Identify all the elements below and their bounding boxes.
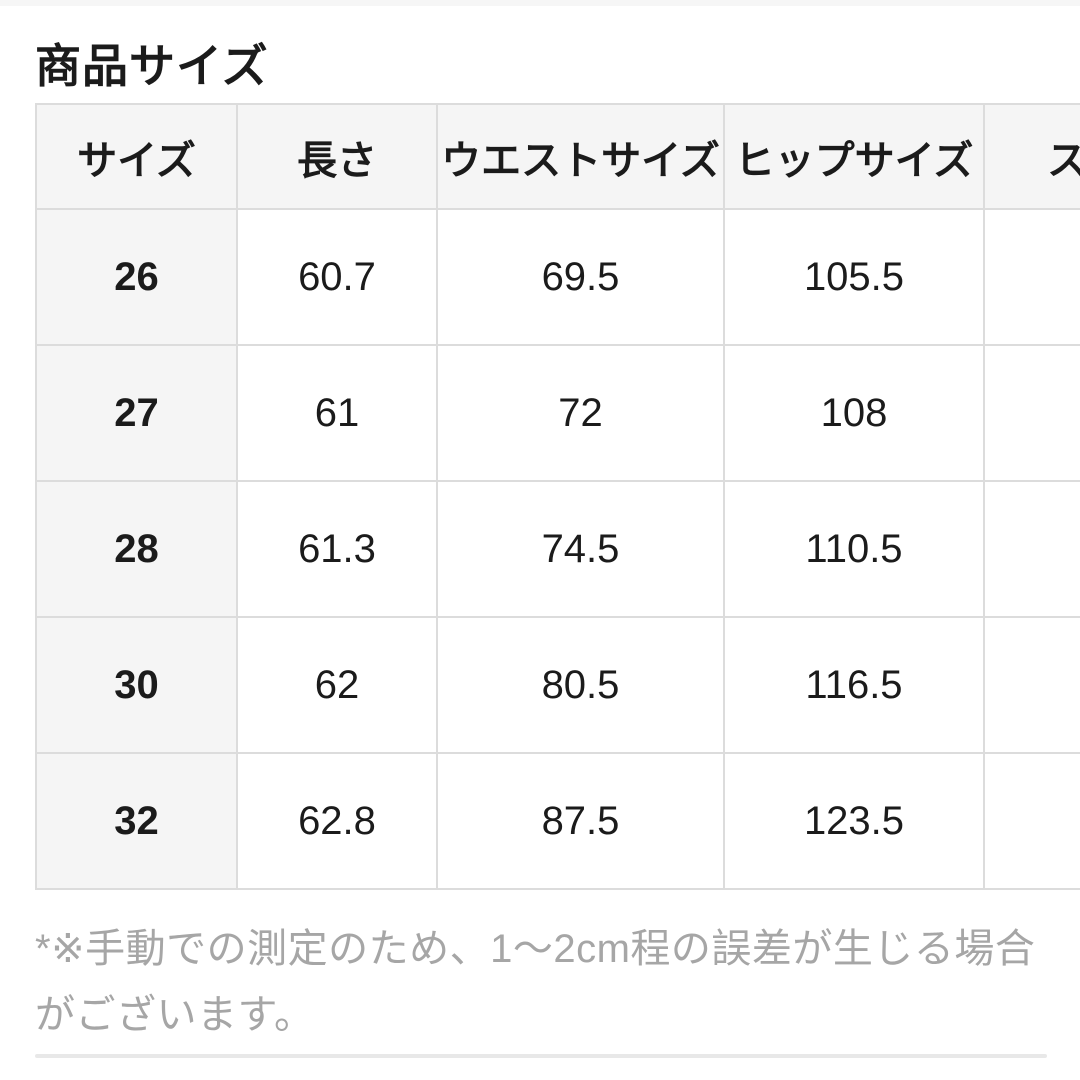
length-cell: 61.3 [236, 480, 438, 618]
hip-cell: 116.5 [723, 616, 985, 754]
size-cell: 26 [35, 208, 238, 346]
size-cell: 32 [35, 752, 238, 890]
size-table-container: サイズ 長さ ウエストサイズ ヒップサイズ ス 26 60.7 69.5 105… [35, 103, 1080, 893]
hip-cell: 108 [723, 344, 985, 482]
clipped-cell [983, 208, 1080, 346]
waist-cell: 74.5 [436, 480, 725, 618]
table-row: 28 61.3 74.5 110.5 [35, 480, 1080, 618]
clipped-cell [983, 752, 1080, 890]
size-cell: 28 [35, 480, 238, 618]
waist-cell: 80.5 [436, 616, 725, 754]
clipped-cell [983, 344, 1080, 482]
hip-cell: 105.5 [723, 208, 985, 346]
header-row: サイズ 長さ ウエストサイズ ヒップサイズ ス [35, 103, 1080, 210]
size-cell: 27 [35, 344, 238, 482]
top-strip [0, 0, 1080, 6]
table-row: 27 61 72 108 [35, 344, 1080, 482]
waist-cell: 72 [436, 344, 725, 482]
measurement-note: *※手動での測定のため、1〜2cm程の誤差が生じる場合がございます。 [35, 927, 1036, 1037]
hip-cell: 110.5 [723, 480, 985, 618]
table-row: 26 60.7 69.5 105.5 [35, 208, 1080, 346]
length-cell: 62 [236, 616, 438, 754]
clipped-cell [983, 480, 1080, 618]
table-row: 32 62.8 87.5 123.5 [35, 752, 1080, 890]
waist-cell: 87.5 [436, 752, 725, 890]
length-cell: 60.7 [236, 208, 438, 346]
header-cell-size: サイズ [35, 103, 238, 210]
table-row: 30 62 80.5 116.5 [35, 616, 1080, 754]
size-cell: 30 [35, 616, 238, 754]
bottom-divider [35, 1054, 1047, 1058]
header-cell-clipped: ス [983, 103, 1080, 210]
page-title: 商品サイズ [35, 40, 269, 92]
header-cell-length: 長さ [236, 103, 438, 210]
header-cell-waist: ウエストサイズ [436, 103, 725, 210]
length-cell: 61 [236, 344, 438, 482]
clipped-cell [983, 616, 1080, 754]
length-cell: 62.8 [236, 752, 438, 890]
waist-cell: 69.5 [436, 208, 725, 346]
hip-cell: 123.5 [723, 752, 985, 890]
size-table: サイズ 長さ ウエストサイズ ヒップサイズ ス 26 60.7 69.5 105… [35, 103, 1080, 890]
header-cell-hip: ヒップサイズ [723, 103, 985, 210]
